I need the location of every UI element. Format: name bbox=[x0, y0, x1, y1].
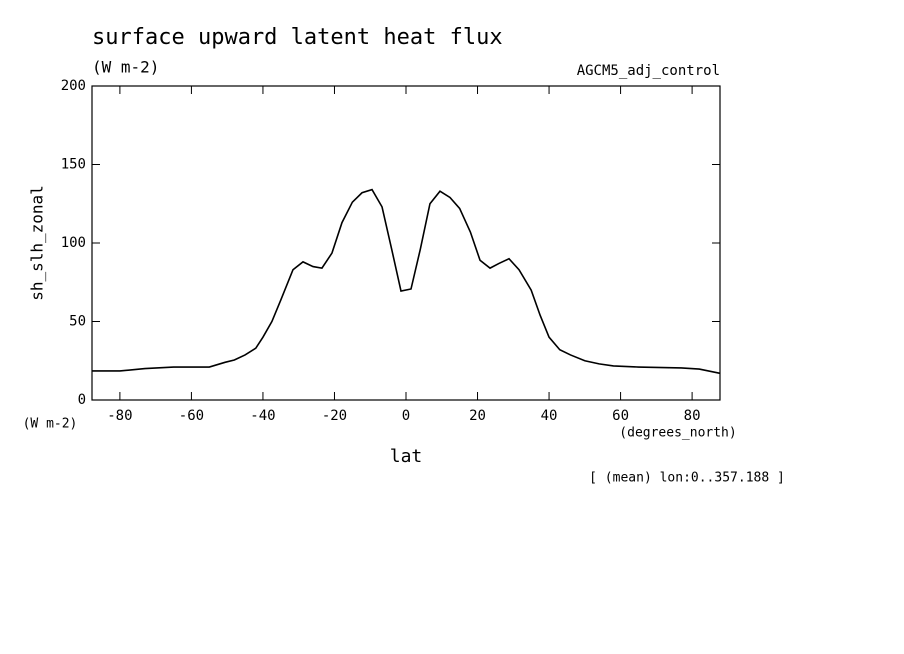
y-tick-label: 150 bbox=[61, 157, 86, 173]
x-tick-label: -40 bbox=[250, 408, 275, 424]
y-tick-label: 50 bbox=[69, 314, 86, 330]
x-tick-label: 80 bbox=[684, 408, 701, 424]
x-tick-label: 60 bbox=[612, 408, 629, 424]
x-tick-label: -20 bbox=[322, 408, 347, 424]
y-tick-label: 0 bbox=[78, 392, 86, 408]
x-tick-label: 40 bbox=[541, 408, 558, 424]
x-tick-label: 0 bbox=[402, 408, 410, 424]
y-units: (W m-2) bbox=[23, 417, 78, 432]
x-tick-label: 20 bbox=[469, 408, 486, 424]
y-axis-label: sh_slh_zonal bbox=[28, 185, 47, 301]
x-units: (degrees_north) bbox=[619, 426, 736, 441]
y-tick-label: 100 bbox=[61, 235, 86, 251]
data-line bbox=[92, 188, 721, 375]
annotation: [ (mean) lon:0..357.188 ] bbox=[589, 471, 785, 486]
x-tick-label: -60 bbox=[179, 408, 204, 424]
x-axis-label: lat bbox=[390, 446, 423, 467]
y-tick-label: 200 bbox=[61, 78, 86, 94]
x-tick-label: -80 bbox=[107, 408, 132, 424]
plot-frame bbox=[91, 85, 721, 401]
chart-subtitle: (W m-2) bbox=[92, 58, 159, 77]
dataset-label: AGCM5_adj_control bbox=[577, 63, 720, 79]
chart-title: surface upward latent heat flux bbox=[92, 25, 503, 50]
